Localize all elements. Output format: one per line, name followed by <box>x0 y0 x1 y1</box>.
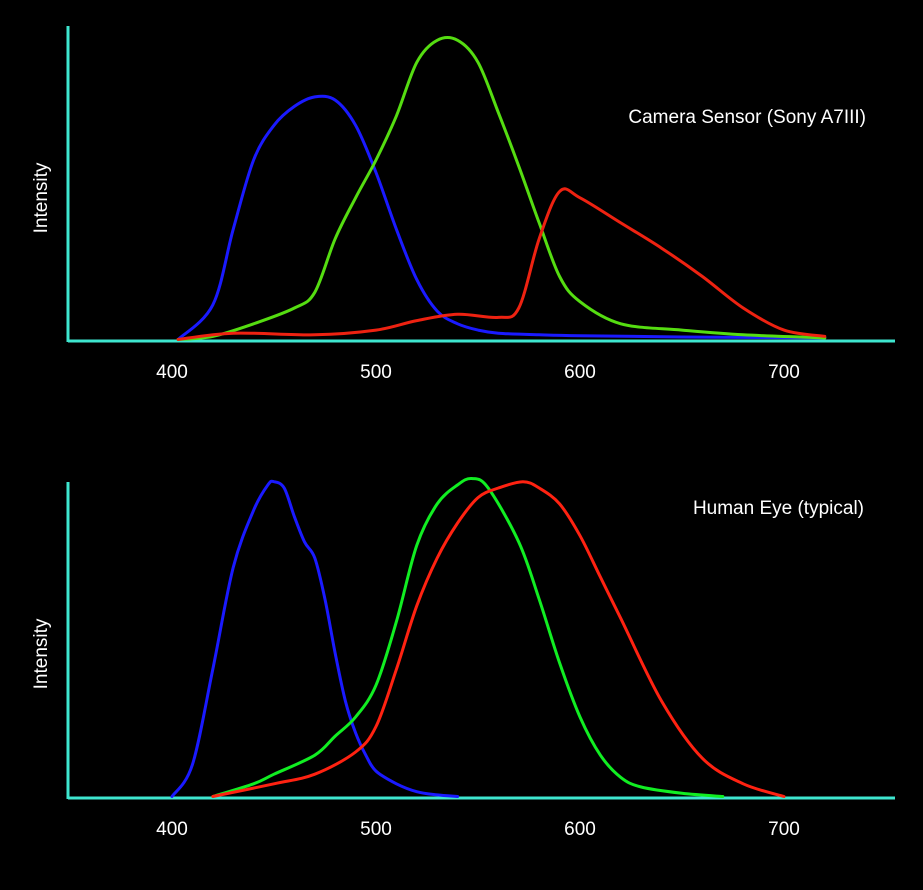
x-tick-label: 600 <box>564 362 596 383</box>
green-series-line <box>176 36 827 341</box>
red-series-line <box>211 480 786 798</box>
y-axis-label: Intensity <box>31 618 52 689</box>
chart-title: Human Eye (typical) <box>693 498 864 519</box>
x-tick-labels: 400 500 600 700 <box>156 819 800 840</box>
x-tick-label: 700 <box>768 362 800 383</box>
x-tick-label: 400 <box>156 362 188 383</box>
series-lines <box>176 36 827 341</box>
x-tick-label: 500 <box>360 362 392 383</box>
x-tick-labels: 400 500 600 700 <box>156 362 800 383</box>
x-tick-label: 600 <box>564 819 596 840</box>
x-tick-label: 400 <box>156 819 188 840</box>
y-axis-label: Intensity <box>31 162 52 233</box>
series-lines <box>170 476 786 798</box>
camera-sensor-chart: Camera Sensor (Sony A7III) Intensity 400… <box>31 26 895 383</box>
green-series-line <box>211 476 725 798</box>
x-tick-label: 500 <box>360 819 392 840</box>
red-series-line <box>176 187 827 341</box>
blue-series-line <box>176 94 827 341</box>
chart-title: Camera Sensor (Sony A7III) <box>628 107 866 128</box>
human-eye-chart: Human Eye (typical) Intensity 400 500 60… <box>31 476 895 840</box>
blue-series-line <box>170 479 460 798</box>
x-tick-label: 700 <box>768 819 800 840</box>
